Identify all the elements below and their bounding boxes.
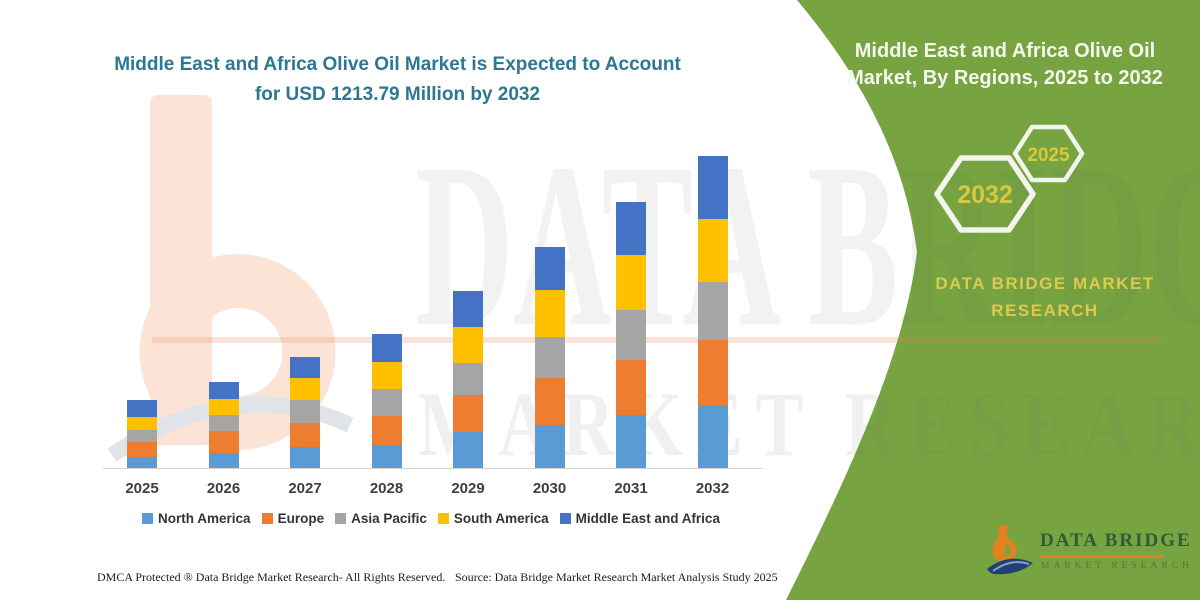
bar-segment-2032-asia-pacific [697, 281, 728, 340]
bar-segment-2026-north-america [208, 453, 239, 468]
bar-segment-2028-south-america [371, 362, 402, 390]
bar-2026 [208, 0, 239, 468]
chart-legend: North America Europe Asia Pacific South Ame… [95, 511, 767, 526]
bar-2025 [127, 0, 157, 468]
hexagon-2025 [1012, 124, 1085, 183]
brand-text-line2: RESEARCH [991, 301, 1099, 320]
bar-segment-2025-asia-pacific [127, 429, 157, 443]
bar-segment-2030-middle-east-and-africa [534, 246, 565, 290]
x-tick-2029: 2029 [451, 480, 485, 497]
bar-segment-2027-middle-east-and-africa [290, 356, 320, 379]
legend-swatch-icon [261, 513, 273, 524]
chart-title-line2: for USD 1213.79 Million by 2032 [254, 84, 541, 105]
bar-segment-2029-middle-east-and-africa [453, 291, 483, 328]
panel-title-line1: Middle East and Africa Olive Oil [854, 40, 1156, 62]
x-tick-2027: 2027 [288, 480, 322, 497]
legend-swatch-icon [559, 513, 571, 524]
legend-item-south-america: South America [437, 511, 549, 526]
hexagon-2032-label: 2032 [957, 181, 1013, 209]
x-tick-2030: 2030 [532, 480, 567, 497]
bar-segment-2031-south-america [616, 254, 646, 310]
hexagon-badges: 2032 2025 [934, 124, 1085, 233]
legend-item-middle-east-and-africa: Middle East and Africa [559, 511, 720, 526]
bar-segment-2030-north-america [534, 425, 565, 468]
bar-segment-2032-middle-east-and-africa [697, 156, 728, 219]
brand-text: DATA BRIDGE MARKET RESEARCH [895, 270, 1195, 324]
x-tick-2025: 2025 [125, 480, 159, 497]
bar-segment-2026-europe [208, 430, 239, 454]
bar-segment-2032-europe [697, 339, 728, 406]
logo-name: DATA BRIDGE [1040, 530, 1192, 551]
bar-segment-2029-europe [453, 394, 483, 432]
bar-segment-2028-north-america [371, 445, 402, 468]
bar-2028 [371, 0, 402, 468]
bar-segment-2026-middle-east-and-africa [208, 382, 239, 400]
legend-label: Asia Pacific [351, 511, 427, 526]
bar-2030 [534, 0, 565, 468]
bar-2027 [290, 0, 320, 468]
bar-segment-2027-south-america [290, 378, 320, 401]
bar-segment-2028-middle-east-and-africa [371, 334, 402, 363]
bar-segment-2029-south-america [453, 327, 483, 364]
green-panel-shape [786, 0, 1200, 600]
bar-segment-2031-north-america [616, 415, 646, 468]
legend-swatch-icon [142, 513, 154, 524]
bar-segment-2030-asia-pacific [534, 336, 565, 379]
bar-segment-2030-south-america [534, 289, 565, 337]
legend-item-north-america: North America [142, 511, 251, 526]
x-tick-2031: 2031 [614, 480, 648, 497]
bar-segment-2031-asia-pacific [616, 309, 646, 361]
bar-2032 [697, 0, 728, 468]
bar-segment-2025-europe [127, 442, 157, 457]
footer-source-text: Source: Data Bridge Market Research Mark… [455, 570, 778, 584]
bar-segment-2032-north-america [697, 405, 728, 468]
bar-segment-2031-europe [616, 360, 646, 416]
brand-text-line1: DATA BRIDGE MARKET [935, 274, 1155, 293]
panel-title: Middle East and Africa Olive Oil Market,… [825, 38, 1185, 92]
x-tick-2028: 2028 [369, 480, 404, 497]
bar-segment-2031-middle-east-and-africa [616, 201, 646, 255]
bar-segment-2026-asia-pacific [208, 415, 239, 431]
legend-item-asia-pacific: Asia Pacific [335, 511, 427, 526]
legend-label: North America [158, 511, 251, 526]
legend-item-europe: Europe [261, 511, 325, 526]
footer-dmca-text: DMCA Protected ® Data Bridge Market Rese… [97, 570, 446, 584]
bar-segment-2030-europe [534, 378, 565, 426]
x-tick-2026: 2026 [206, 480, 241, 497]
hexagon-2032 [934, 155, 1036, 233]
hexagon-2025-label: 2025 [1027, 145, 1070, 166]
bar-segment-2027-asia-pacific [290, 400, 320, 423]
bar-segment-2025-middle-east-and-africa [127, 399, 157, 417]
legend-label: Europe [277, 511, 325, 526]
x-tick-2032: 2032 [695, 480, 730, 497]
x-axis-line [103, 468, 763, 469]
chart-title: Middle East and Africa Olive Oil Market … [95, 50, 700, 110]
bar-segment-2027-north-america [290, 446, 320, 468]
logo-tagline: MARKET RESEARCH [1041, 561, 1193, 571]
logo-b-icon [987, 524, 1033, 575]
bar-segment-2028-europe [371, 416, 402, 446]
bar-segment-2025-north-america [127, 456, 157, 468]
bar-segment-2028-asia-pacific [371, 389, 402, 417]
logo-rule [1040, 555, 1163, 558]
bar-segment-2025-south-america [127, 416, 157, 430]
legend-label: Middle East and Africa [575, 511, 720, 526]
legend-swatch-icon [335, 513, 347, 524]
chart-title-line1: Middle East and Africa Olive Oil Market … [114, 54, 681, 75]
bar-2031 [616, 0, 646, 468]
bar-segment-2026-south-america [208, 399, 239, 416]
bar-segment-2032-south-america [697, 218, 728, 282]
legend-swatch-icon [437, 513, 449, 524]
bar-segment-2029-asia-pacific [453, 363, 483, 395]
company-logo: DATA BRIDGE MARKET RESEARCH [985, 520, 1190, 590]
legend-label: South America [453, 511, 549, 526]
bar-segment-2029-north-america [453, 432, 483, 468]
bar-segment-2027-europe [290, 423, 320, 447]
panel-title-line2: Market, By Regions, 2025 to 2032 [847, 67, 1163, 89]
bar-2029 [453, 0, 483, 468]
